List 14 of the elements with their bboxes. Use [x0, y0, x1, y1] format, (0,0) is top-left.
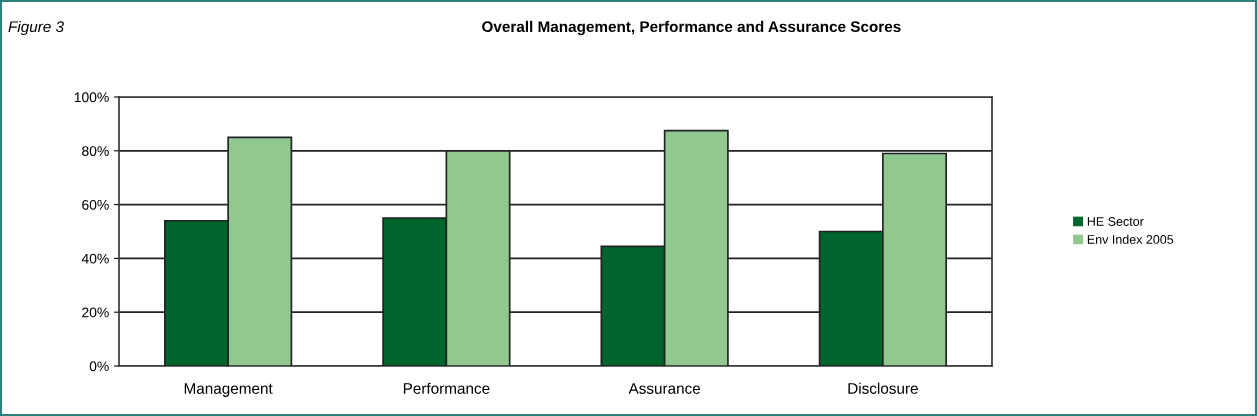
- x-tick-label: Disclosure: [848, 382, 918, 394]
- legend-label: HE Sector: [1087, 217, 1144, 226]
- x-tick-label: Assurance: [628, 383, 701, 394]
- x-tick-label: Performance: [403, 382, 490, 394]
- y-tick-label: 40%: [81, 253, 109, 264]
- y-tick-label: 0%: [89, 361, 109, 372]
- y-tick-label: 20%: [82, 307, 109, 318]
- legend-label: Env Index 2005: [1087, 234, 1174, 244]
- y-tick-label: 100%: [74, 92, 109, 103]
- caption: Figure 3: [8, 20, 64, 36]
- chart-title: Overall Management, Performance and Assurance Scores: [482, 20, 901, 36]
- x-tick-label: Management: [184, 383, 273, 397]
- y-tick-label: 80%: [82, 146, 109, 156]
- y-tick-label: 60%: [82, 199, 109, 210]
